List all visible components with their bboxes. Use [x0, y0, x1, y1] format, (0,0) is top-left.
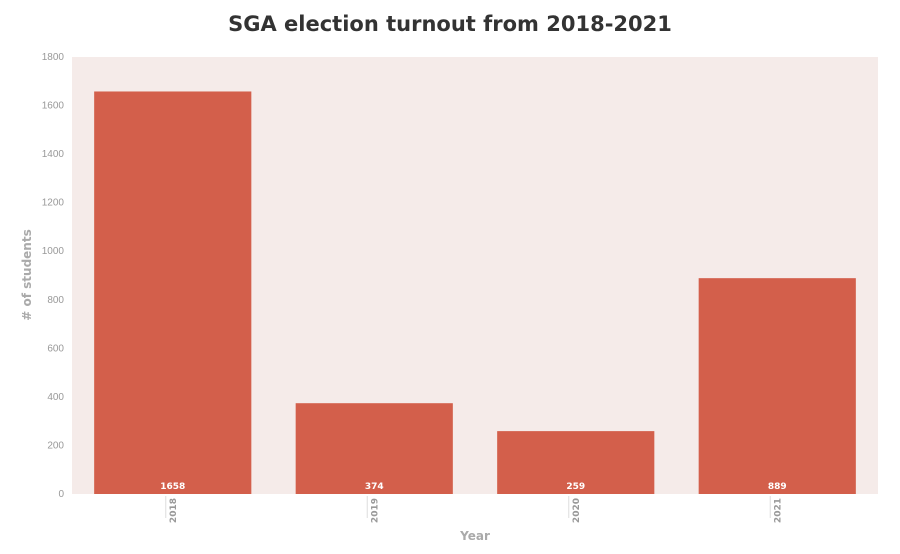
y-axis: 0 200 400 600 800 1000 1200 1400 1600 1800: [42, 52, 65, 500]
y-tick-label: 400: [47, 392, 64, 403]
bar: [497, 431, 655, 494]
bar: [295, 403, 453, 494]
bar-value-label: 259: [566, 482, 585, 492]
x-tick-label: 2020: [572, 498, 582, 523]
y-tick-label: 800: [47, 295, 64, 306]
x-tick-label: 2018: [169, 498, 179, 523]
y-tick-label: 600: [47, 343, 64, 354]
y-axis-label: # of students: [20, 229, 34, 320]
y-tick-label: 200: [47, 440, 64, 451]
x-axis-label: Year: [459, 529, 490, 543]
y-tick-label: 1000: [42, 246, 65, 257]
bar-value-label: 889: [768, 482, 787, 492]
x-axis: 2018 2019 2020 2021: [165, 496, 783, 523]
bars-group: 1658 374 259 889: [94, 91, 856, 495]
y-tick-label: 1600: [42, 101, 65, 112]
bar-value-label: 1658: [160, 482, 185, 492]
bar-value-label: 374: [365, 482, 384, 492]
x-tick-label: 2021: [773, 498, 783, 523]
x-tick-label: 2019: [370, 498, 380, 523]
y-tick-label: 1800: [42, 52, 65, 63]
y-tick-label: 0: [58, 489, 64, 500]
y-tick-label: 1200: [42, 198, 65, 209]
bar: [94, 91, 252, 495]
y-tick-label: 1400: [42, 149, 65, 160]
bar: [698, 278, 856, 494]
chart-title: SGA election turnout from 2018-2021: [228, 12, 672, 36]
